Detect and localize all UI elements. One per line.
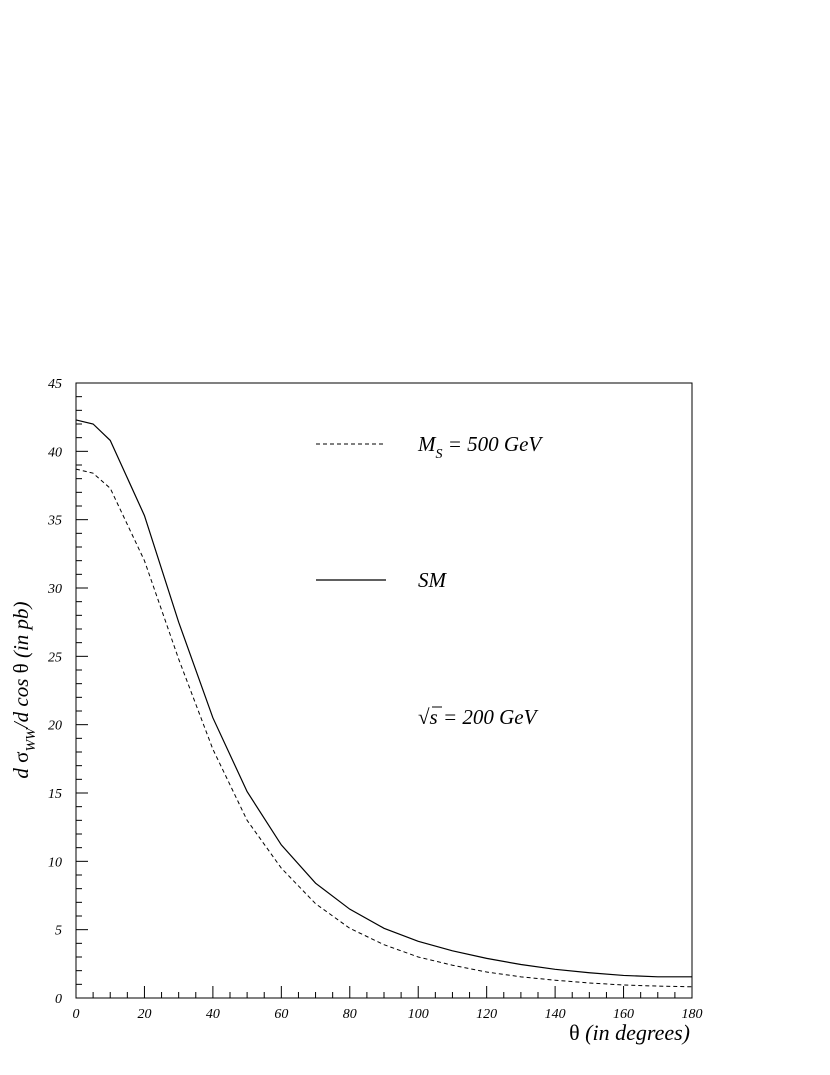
tick-labels: 0 20 40 60 80 100 120 140 160 180 0 5 10 15 20 25 30 35 40…	[47, 377, 703, 1022]
x-axis-title: θ (in degrees)	[569, 1020, 690, 1045]
plot-frame	[75, 382, 693, 999]
axis-ticks	[75, 382, 693, 999]
y-tick-label: 0	[55, 992, 62, 1007]
series-line-dashed	[75, 468, 693, 988]
x-tick-label: 40	[206, 1007, 220, 1022]
x-tick-label: 80	[343, 1007, 357, 1022]
series-line-solid	[75, 419, 692, 978]
legend-entry-dashed: MS = 500 GeV	[417, 432, 543, 462]
y-tick-label: 30	[47, 582, 62, 597]
x-tick-label: 180	[682, 1007, 703, 1022]
y-axis-title: d σWW/d cos θ (in pb)	[9, 601, 39, 778]
y-tick-label: 25	[48, 650, 62, 665]
y-tick-label: 45	[48, 377, 62, 392]
x-tick-label: 160	[613, 1007, 634, 1022]
y-tick-label: 10	[48, 855, 62, 870]
x-tick-label: 140	[545, 1007, 566, 1022]
x-tick-label: 20	[137, 1007, 151, 1022]
y-tick-label: 5	[55, 924, 62, 939]
x-tick-label: 100	[408, 1007, 429, 1022]
energy-annotation: √s = 200 GeV	[418, 705, 539, 729]
series-lines	[75, 419, 693, 988]
legend-entry-solid: SM	[418, 568, 448, 592]
x-tick-label: 60	[274, 1007, 288, 1022]
x-tick-label: 120	[476, 1007, 497, 1022]
y-tick-label: 40	[48, 445, 62, 460]
y-tick-label: 35	[47, 514, 62, 529]
y-tick-label: 20	[48, 719, 62, 734]
x-tick-label: 0	[73, 1007, 80, 1022]
y-tick-label: 15	[48, 787, 62, 802]
